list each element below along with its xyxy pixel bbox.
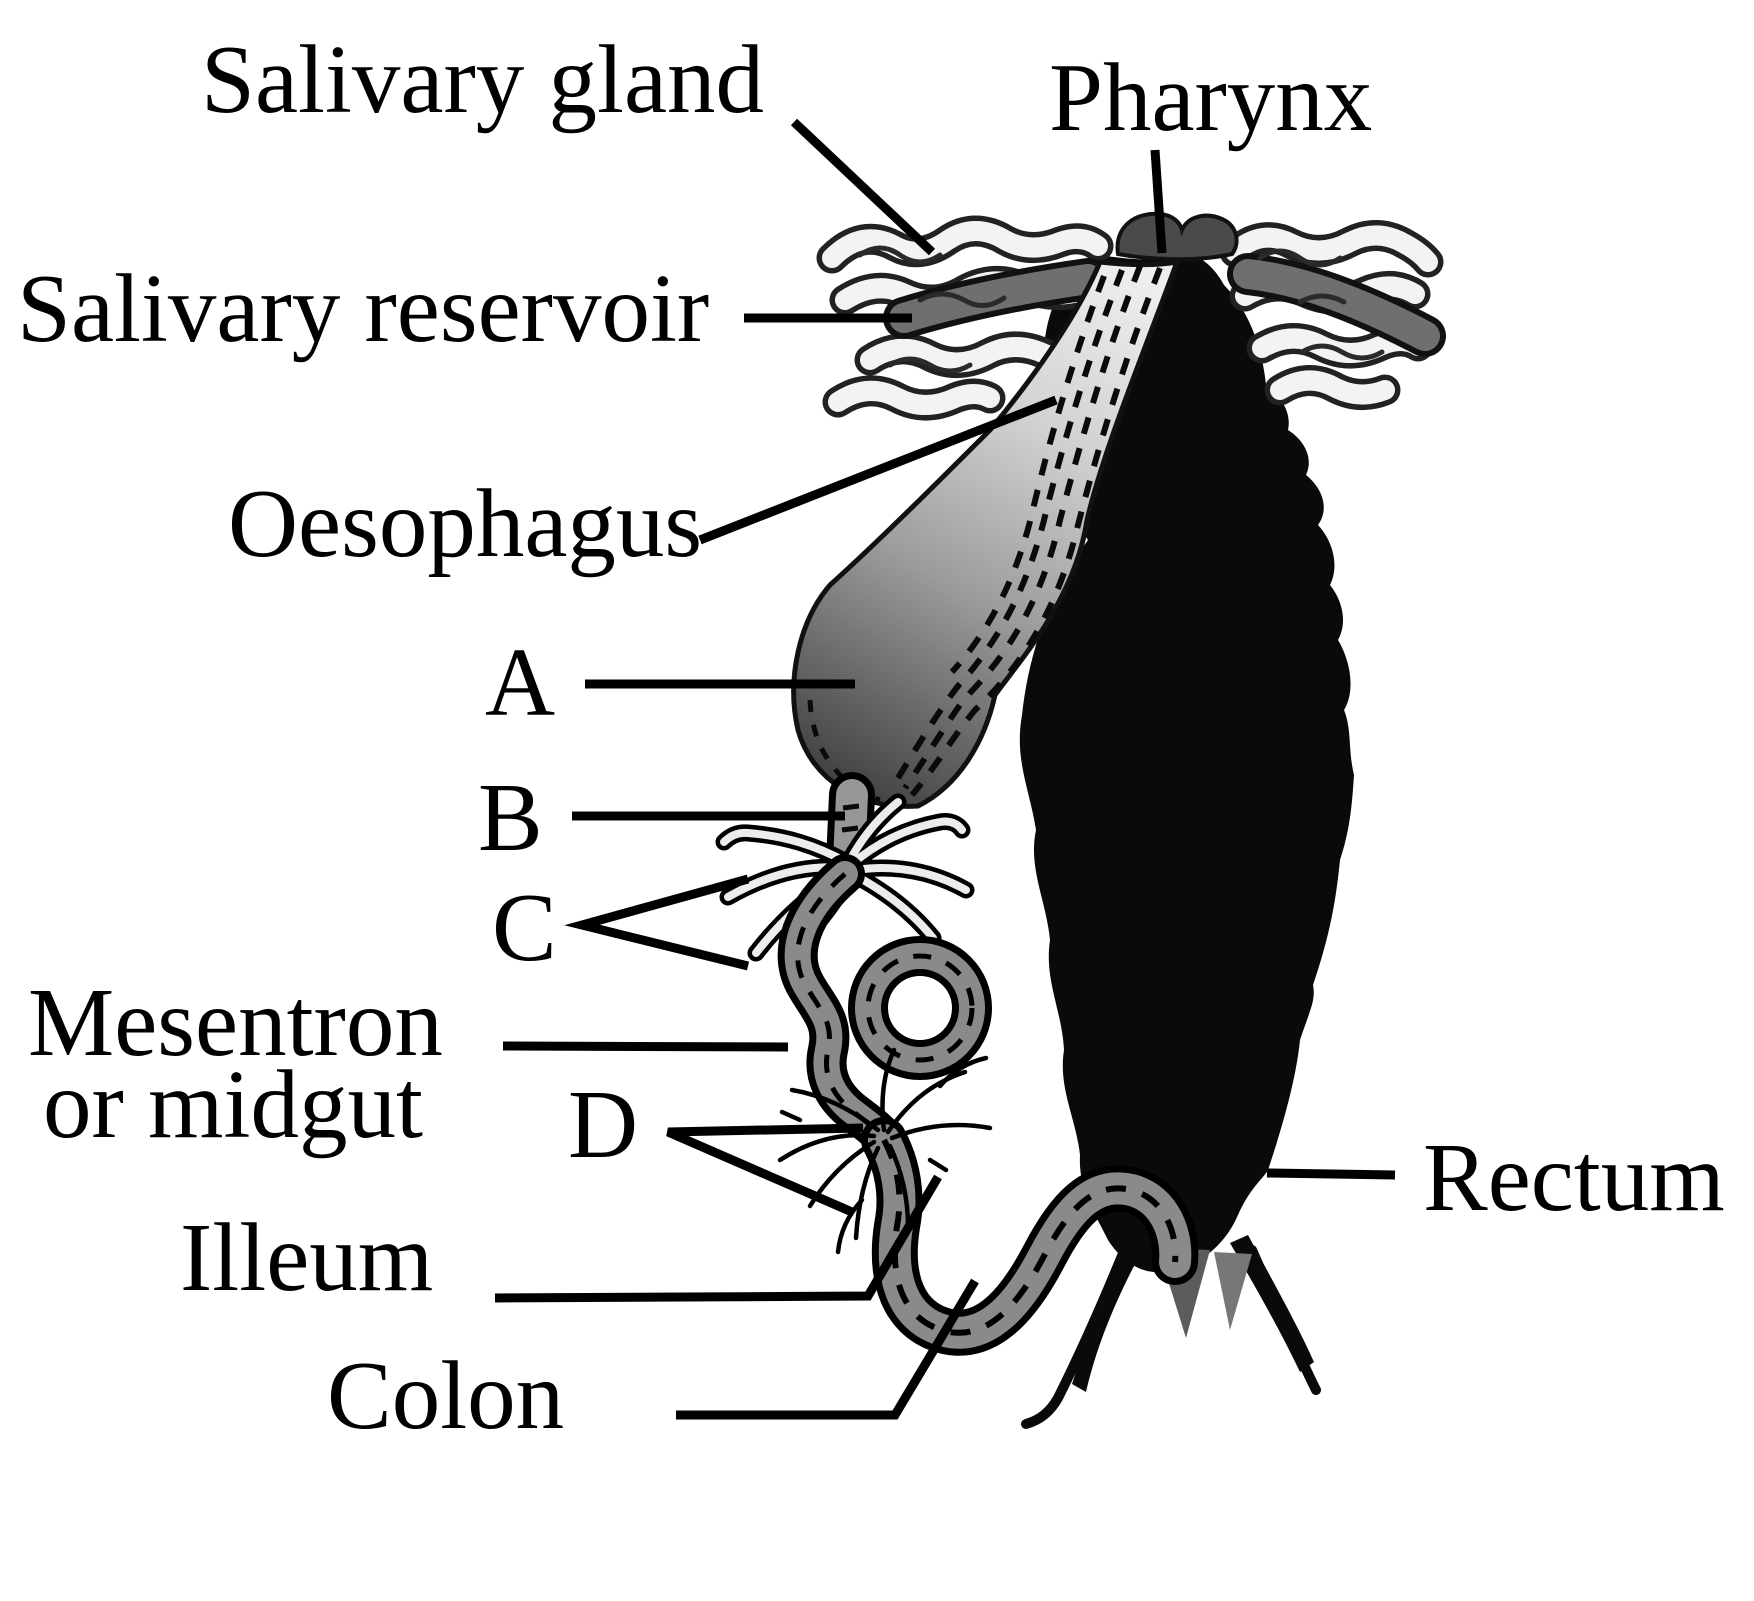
mesentron-pointer-line	[502, 1041, 789, 1052]
oesophagus-dashes-4	[949, 274, 1107, 675]
colon-pointer-line	[676, 1278, 979, 1420]
anal-plate-right	[1214, 1252, 1252, 1330]
hindgut-tube	[861, 1117, 1199, 1356]
midgut-coil	[777, 854, 992, 1162]
label-part-a: A	[485, 629, 555, 736]
salivary-reservoir-band-left	[883, 258, 1109, 339]
left-cercus	[1072, 1238, 1148, 1392]
label-oesophagus: Oesophagus	[228, 470, 702, 577]
label-part-b: B	[478, 764, 543, 871]
oesophagus-dashes-3	[895, 268, 1125, 780]
label-mesentron-line2: or midgut	[43, 1051, 423, 1158]
label-part-d: D	[568, 1071, 638, 1178]
crop-body	[791, 258, 1181, 809]
head-plate	[1115, 211, 1239, 262]
oesophagus-pointer-line	[698, 395, 1058, 545]
label-colon: Colon	[327, 1342, 564, 1449]
label-pharynx: Pharynx	[1049, 44, 1372, 151]
pointer-lines	[494, 118, 1396, 1420]
right-leg	[1247, 1245, 1321, 1395]
gland-texture-squiggles	[857, 245, 1385, 374]
oesophagus-crop-organ	[791, 258, 1181, 809]
label-part-c: C	[492, 874, 557, 981]
salivary-reservoir-band-right	[1227, 253, 1446, 357]
illeum-pointer-line	[494, 1174, 942, 1303]
malpighian-tubules	[777, 1047, 993, 1255]
body-outline	[1019, 255, 1354, 1273]
rectum-pointer-line	[1266, 1168, 1396, 1180]
label-rectum: Rectum	[1423, 1124, 1725, 1231]
labels: Salivary gland Pharynx Salivary reservoi…	[17, 26, 1725, 1449]
label-salivary-reservoir: Salivary reservoir	[17, 255, 709, 362]
insect-body-silhouette	[1019, 255, 1354, 1429]
part-d-pointer-lines	[666, 1123, 864, 1217]
salivary-gland-pointer-line	[790, 118, 936, 256]
part-c-pointer-lines	[564, 874, 750, 971]
pharynx-pointer-line	[1150, 149, 1167, 254]
label-mesentron-line1: Mesentron	[28, 969, 443, 1076]
oesophagus-dashes-1	[909, 266, 1163, 797]
label-illeum: Illeum	[180, 1204, 433, 1311]
label-salivary-gland: Salivary gland	[201, 26, 764, 133]
oesophagus-dashes-2	[902, 264, 1143, 790]
left-leg	[1021, 1241, 1131, 1429]
